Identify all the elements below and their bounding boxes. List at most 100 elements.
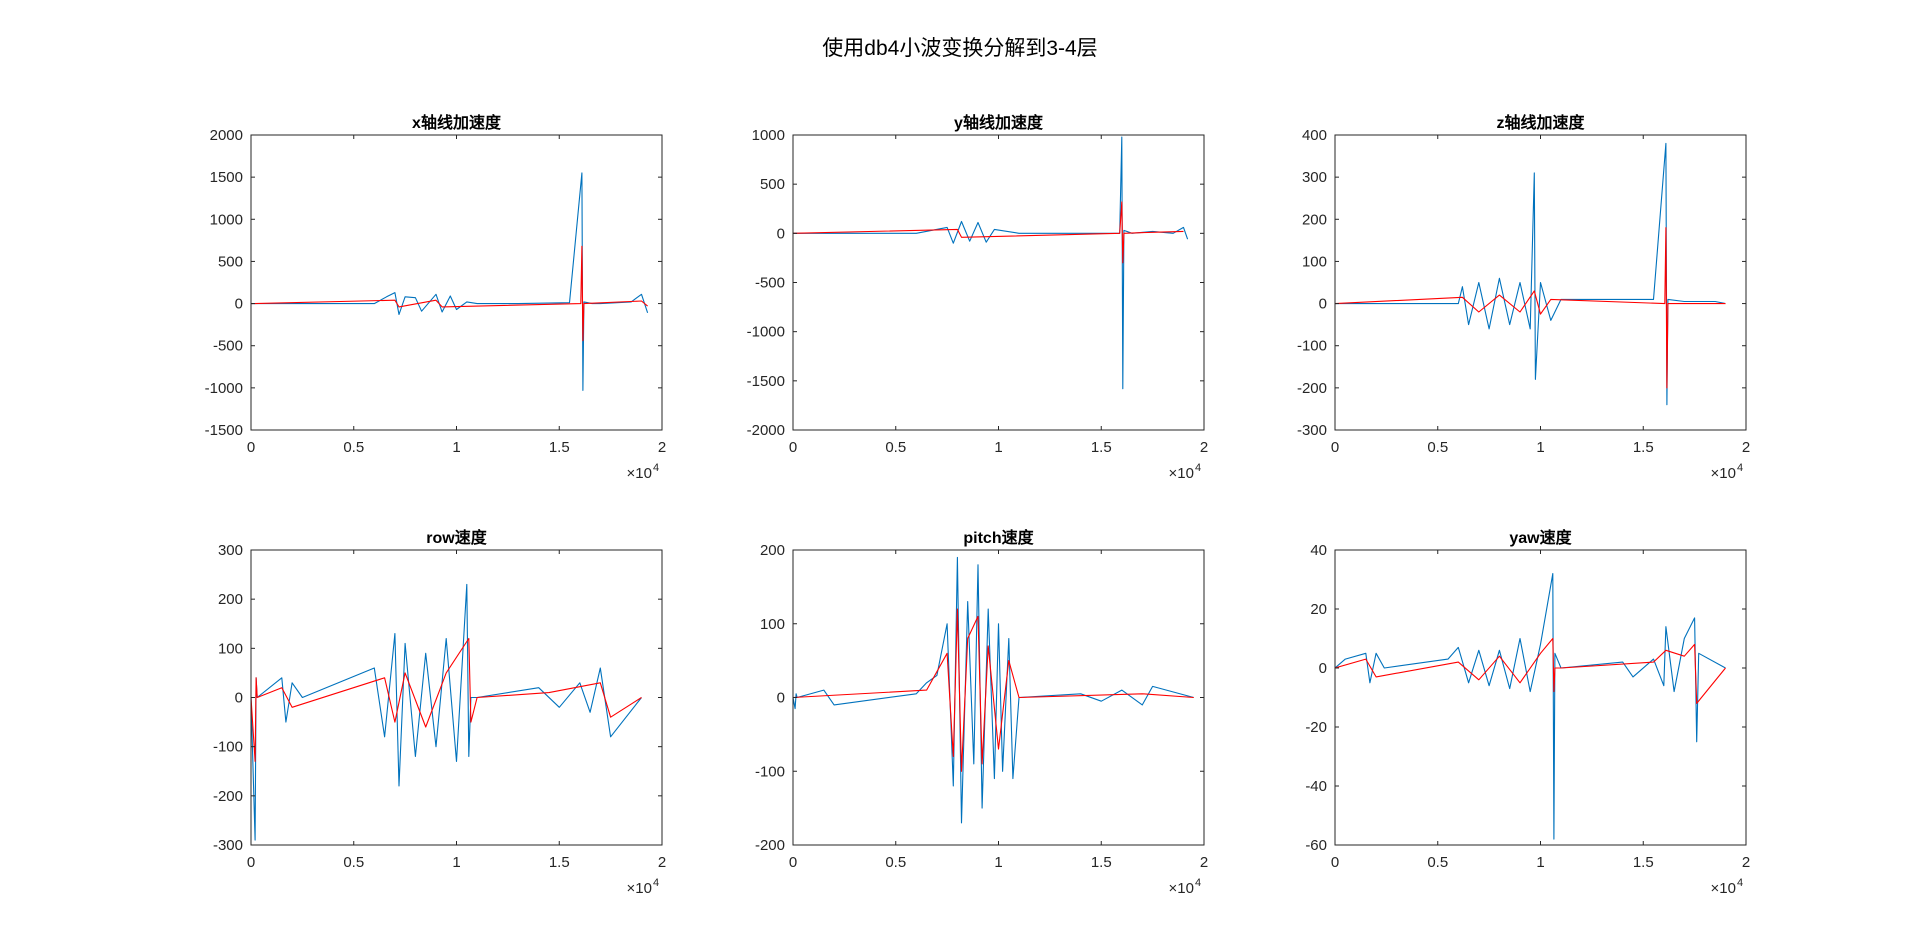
x-tick-label: 1.5	[1091, 854, 1112, 871]
x-tick-label: 0	[247, 854, 255, 871]
x-tick-label: 0	[789, 854, 797, 871]
y-tick-label: 300	[218, 542, 243, 559]
x-tick-label: 1.5	[1091, 439, 1112, 456]
y-tick-label: -100	[1297, 338, 1327, 355]
subplot-title: pitch速度	[963, 528, 1034, 547]
x-tick-label: 2	[1742, 854, 1750, 871]
y-tick-label: -1500	[205, 422, 243, 439]
figure-suptitle: 使用db4小波变换分解到3-4层	[822, 37, 1097, 60]
y-tick-label: -300	[213, 837, 243, 854]
subplot-5: 0 0.5 1 1.5 2 -200 -100 0 100 200 ×10 4 pitch速度	[755, 528, 1208, 897]
x-tick-label: 1	[452, 439, 460, 456]
y-tick-label: 20	[1310, 601, 1327, 618]
plot-data	[1335, 573, 1726, 840]
x-tick-label: 2	[1200, 854, 1208, 871]
y-tick-label: 200	[760, 542, 785, 559]
y-tick-label: 100	[218, 640, 243, 657]
series-line-1	[1335, 573, 1726, 840]
series-line-1	[793, 136, 1189, 390]
x-exponent-power: 4	[1195, 462, 1201, 474]
x-exponent-power: 4	[653, 462, 659, 474]
subplot-1: 0 0.5 1 1.5 2 -1500 -1000 -500 0 500 1000 1500 2000 ×…	[205, 113, 667, 482]
x-exponent-label: ×10	[1711, 880, 1736, 897]
y-tick-label: -20	[1305, 719, 1327, 736]
x-tick-label: 1	[994, 854, 1002, 871]
series-line-2	[793, 201, 1184, 264]
x-tick-label: 2	[1200, 439, 1208, 456]
x-tick-label: 0.5	[885, 439, 906, 456]
x-tick-label: 1.5	[1633, 439, 1654, 456]
y-tick-label: -200	[1297, 380, 1327, 397]
y-tick-label: -300	[1297, 422, 1327, 439]
x-tick-label: 1.5	[1633, 854, 1654, 871]
x-exponent-power: 4	[653, 877, 659, 889]
y-tick-label: -200	[213, 788, 243, 805]
x-tick-label: 2	[1742, 439, 1750, 456]
subplot-title: y轴线加速度	[954, 113, 1044, 132]
x-tick-label: 0.5	[343, 854, 364, 871]
plot-data	[793, 556, 1194, 824]
y-tick-label: 0	[777, 690, 785, 707]
subplot-6: 0 0.5 1 1.5 2 -60 -40 -20 0 20 40 ×10 4 yaw速度	[1305, 528, 1750, 897]
x-tick-label: 1	[1536, 439, 1544, 456]
x-exponent-label: ×10	[627, 880, 652, 897]
series-line-1	[251, 583, 642, 841]
y-tick-label: -40	[1305, 778, 1327, 795]
x-tick-label: 0	[247, 439, 255, 456]
y-tick-label: 0	[235, 296, 243, 313]
x-exponent-label: ×10	[627, 465, 652, 482]
y-tick-label: 1000	[752, 127, 785, 144]
y-tick-label: -500	[213, 338, 243, 355]
x-tick-label: 1	[994, 439, 1002, 456]
y-tick-label: 100	[1302, 253, 1327, 270]
y-tick-label: 1000	[210, 211, 243, 228]
series-line-2	[251, 637, 642, 762]
subplot-title: z轴线加速度	[1496, 113, 1585, 132]
y-tick-label: -100	[213, 739, 243, 756]
y-tick-label: 100	[760, 616, 785, 633]
x-tick-label: 2	[658, 439, 666, 456]
plot-data	[793, 136, 1189, 390]
y-tick-label: 200	[218, 591, 243, 608]
x-tick-label: 0.5	[343, 439, 364, 456]
x-tick-label: 1.5	[549, 439, 570, 456]
y-tick-label: -200	[755, 837, 785, 854]
y-tick-label: 0	[235, 690, 243, 707]
series-line-2	[1335, 227, 1726, 389]
y-tick-label: 40	[1310, 542, 1327, 559]
y-tick-label: 200	[1302, 211, 1327, 228]
series-line-2	[793, 608, 1194, 772]
y-tick-label: -1500	[747, 373, 785, 390]
y-tick-label: -60	[1305, 837, 1327, 854]
y-tick-label: -1000	[747, 324, 785, 341]
x-exponent-base: ×10	[1169, 465, 1194, 482]
x-tick-label: 2	[658, 854, 666, 871]
plot-data	[251, 172, 649, 391]
x-tick-label: 0.5	[885, 854, 906, 871]
y-tick-label: 500	[218, 253, 243, 270]
x-tick-label: 0	[789, 439, 797, 456]
y-tick-label: 0	[777, 225, 785, 242]
y-tick-label: 500	[760, 176, 785, 193]
x-tick-label: 1	[1536, 854, 1544, 871]
x-exponent-power: 4	[1737, 877, 1743, 889]
x-exponent-base: ×10	[1711, 465, 1736, 482]
x-exponent-power: 4	[1737, 462, 1743, 474]
subplot-3: 0 0.5 1 1.5 2 -300 -200 -100 0 100 200 300 400 ×10 4 z轴…	[1297, 113, 1750, 482]
y-tick-label: -100	[755, 763, 785, 780]
x-exponent-base: ×10	[627, 880, 652, 897]
x-tick-label: 0.5	[1427, 854, 1448, 871]
x-tick-label: 1.5	[549, 854, 570, 871]
plot-data	[251, 583, 642, 841]
x-tick-label: 1	[452, 854, 460, 871]
y-tick-label: 0	[1319, 660, 1327, 677]
x-tick-label: 0	[1331, 854, 1339, 871]
plot-data	[1335, 142, 1726, 406]
x-exponent-base: ×10	[1711, 880, 1736, 897]
x-tick-label: 0	[1331, 439, 1339, 456]
x-exponent-base: ×10	[627, 465, 652, 482]
x-tick-label: 0.5	[1427, 439, 1448, 456]
y-tick-label: -500	[755, 275, 785, 292]
